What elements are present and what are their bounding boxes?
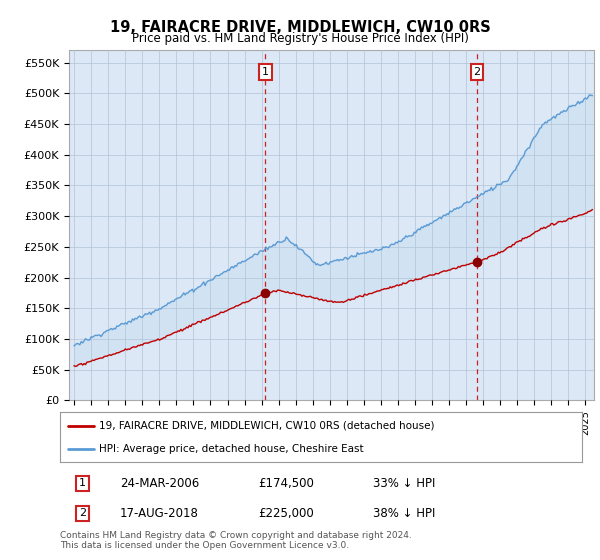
Text: £225,000: £225,000 bbox=[259, 507, 314, 520]
Text: 2: 2 bbox=[79, 508, 86, 519]
Text: 24-MAR-2006: 24-MAR-2006 bbox=[120, 477, 199, 490]
Text: 1: 1 bbox=[79, 478, 86, 488]
Text: HPI: Average price, detached house, Cheshire East: HPI: Average price, detached house, Ches… bbox=[99, 445, 364, 454]
Text: Contains HM Land Registry data © Crown copyright and database right 2024.
This d: Contains HM Land Registry data © Crown c… bbox=[60, 531, 412, 550]
Text: 33% ↓ HPI: 33% ↓ HPI bbox=[373, 477, 436, 490]
Text: 19, FAIRACRE DRIVE, MIDDLEWICH, CW10 0RS (detached house): 19, FAIRACRE DRIVE, MIDDLEWICH, CW10 0RS… bbox=[99, 421, 434, 431]
Text: 2: 2 bbox=[473, 67, 481, 77]
Text: 1: 1 bbox=[262, 67, 269, 77]
Text: 38% ↓ HPI: 38% ↓ HPI bbox=[373, 507, 436, 520]
Text: Price paid vs. HM Land Registry's House Price Index (HPI): Price paid vs. HM Land Registry's House … bbox=[131, 32, 469, 45]
Text: 17-AUG-2018: 17-AUG-2018 bbox=[120, 507, 199, 520]
Text: £174,500: £174,500 bbox=[259, 477, 314, 490]
Text: 19, FAIRACRE DRIVE, MIDDLEWICH, CW10 0RS: 19, FAIRACRE DRIVE, MIDDLEWICH, CW10 0RS bbox=[110, 20, 490, 35]
